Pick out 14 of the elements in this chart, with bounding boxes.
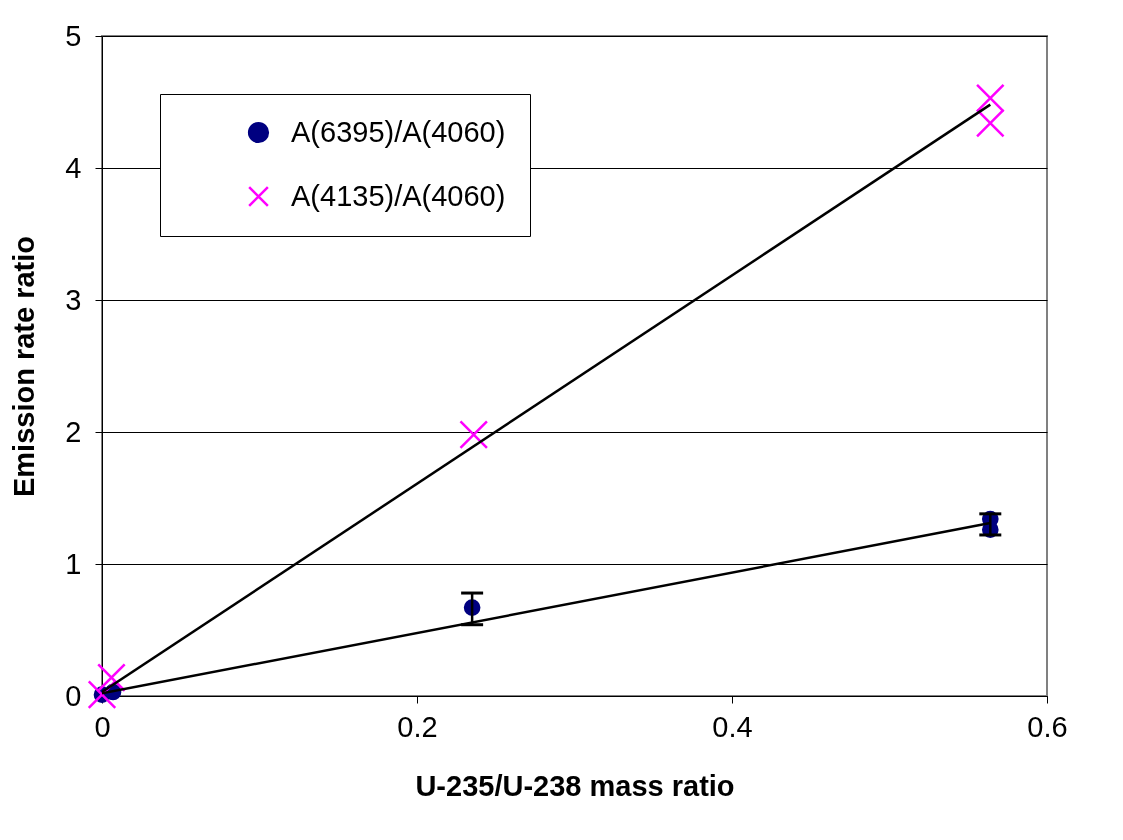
legend-label: A(6395)/A(4060) xyxy=(291,115,506,148)
x-tick-label: 0.4 xyxy=(712,710,753,743)
y-tick-label: 1 xyxy=(65,547,82,580)
y-tick-label: 2 xyxy=(65,415,82,448)
y-tick-label: 3 xyxy=(65,283,82,316)
y-tick-label: 4 xyxy=(65,151,82,184)
x-tick-label: 0 xyxy=(94,710,111,743)
x-axis-title: U-235/U-238 mass ratio xyxy=(415,769,735,802)
x-tick-label: 0.6 xyxy=(1027,710,1068,743)
y-tick-label: 0 xyxy=(65,679,82,712)
y-axis-title: Emission rate ratio xyxy=(8,235,41,498)
legend-label: A(4135)/A(4060) xyxy=(291,179,506,212)
y-tick-label: 5 xyxy=(65,19,82,52)
x-tick-label: 0.2 xyxy=(397,710,438,743)
